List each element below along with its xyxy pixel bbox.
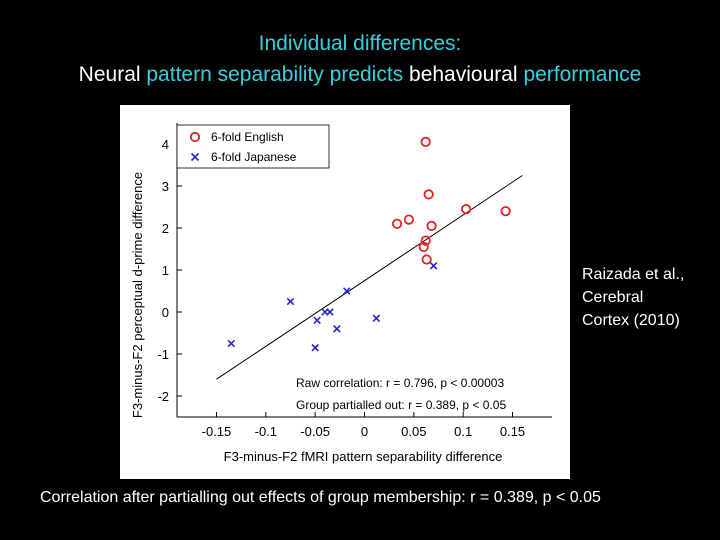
english-data-point — [420, 235, 431, 246]
scatter-figure: -0.15 -0.1 -0.05 0 0.05 0.1 0.15 -2 -1 0 1 2 3 4 6-f… — [120, 105, 570, 479]
citation: Raizada et al., Cerebral Cortex (2010) — [582, 263, 712, 332]
x-tick-label: -0.05 — [300, 424, 330, 439]
japanese-data-point — [342, 287, 351, 295]
y-tick-label: 3 — [162, 179, 169, 194]
japanese-data-point — [429, 262, 438, 270]
legend-label-english: 6-fold English — [211, 130, 284, 144]
legend: 6-fold English 6-fold Japanese — [176, 124, 330, 169]
y-tick-label: -2 — [157, 389, 169, 404]
english-data-point — [423, 189, 434, 200]
english-data-point — [421, 254, 432, 265]
japanese-data-point — [313, 316, 321, 325]
japanese-data-point — [333, 325, 341, 333]
x-tick-label: 0 — [361, 424, 368, 439]
x-tick-label: 0.15 — [500, 424, 525, 439]
legend-marker-english — [189, 131, 201, 143]
title-part-neural: Neural — [78, 63, 147, 86]
y-tick-label: 2 — [162, 221, 169, 236]
x-tick-label: 0.05 — [401, 424, 426, 439]
title-part-behavioural: behavioural — [403, 63, 524, 86]
english-data-point — [420, 136, 431, 148]
x-axis-ticks: -0.15 -0.1 -0.05 0 0.05 0.1 0.15 — [202, 412, 525, 439]
annotation-group-partialled: Group partialled out: r = 0.389, p < 0.0… — [296, 398, 506, 412]
x-tick-label: -0.15 — [202, 424, 232, 439]
x-tick-label: 0.1 — [454, 424, 472, 439]
slide-title-line2: Neural pattern separability predicts beh… — [0, 59, 720, 90]
citation-line: Cerebral — [582, 289, 644, 306]
y-tick-label: -1 — [157, 347, 169, 362]
title-part-pattern-separability: pattern separability predicts — [146, 63, 404, 86]
regression-line — [216, 175, 523, 380]
legend-label-japanese: 6-fold Japanese — [211, 150, 297, 164]
y-tick-label: 0 — [162, 305, 169, 320]
legend-marker-japanese — [190, 152, 200, 162]
scatter-plot: -0.15 -0.1 -0.05 0 0.05 0.1 0.15 -2 -1 0 1 2 3 4 6-f… — [130, 123, 552, 464]
japanese-data-point — [311, 343, 319, 352]
legend-box — [176, 124, 330, 169]
data-points — [227, 136, 511, 352]
english-data-point — [403, 214, 415, 225]
japanese-data-point — [227, 339, 236, 348]
y-axis-ticks: -2 -1 0 1 2 3 4 — [157, 137, 182, 404]
citation-line: Raizada et al., — [582, 266, 685, 283]
x-axis-label: F3-minus-F2 fMRI pattern separability di… — [224, 449, 503, 464]
annotation-raw-correlation: Raw correlation: r = 0.796, p < 0.00003 — [296, 376, 504, 390]
english-data-point — [500, 206, 511, 217]
english-data-point — [418, 241, 429, 252]
english-data-point — [426, 220, 437, 232]
english-data-point — [461, 204, 472, 215]
x-tick-label: -0.1 — [255, 424, 277, 439]
english-data-point — [391, 218, 403, 229]
japanese-data-point — [326, 308, 334, 316]
y-tick-label: 1 — [162, 263, 169, 278]
caption: Correlation after partialling out effect… — [40, 489, 601, 506]
japanese-data-point — [372, 314, 381, 323]
slide-title-line1: Individual differences: — [258, 32, 462, 55]
y-tick-label: 4 — [162, 137, 169, 152]
title-part-performance: performance — [523, 63, 642, 86]
y-axis-label: F3-minus-F2 perceptual d-prime differenc… — [130, 172, 145, 418]
slide-title: Individual differences: Neural pattern s… — [0, 28, 720, 90]
citation-line: Cortex (2010) — [582, 312, 680, 329]
japanese-data-point — [286, 297, 295, 306]
